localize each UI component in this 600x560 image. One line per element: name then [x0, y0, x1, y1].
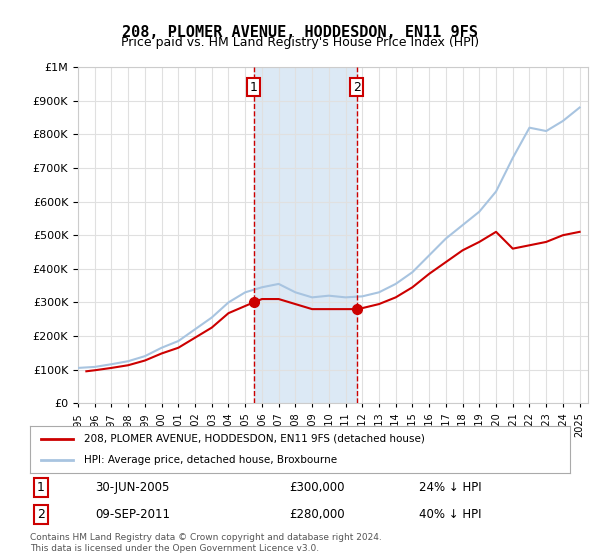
Text: £300,000: £300,000	[289, 481, 344, 494]
Text: 208, PLOMER AVENUE, HODDESDON, EN11 9FS (detached house): 208, PLOMER AVENUE, HODDESDON, EN11 9FS …	[84, 434, 425, 444]
Text: 30-JUN-2005: 30-JUN-2005	[95, 481, 169, 494]
Text: 2: 2	[353, 81, 361, 94]
Text: £280,000: £280,000	[289, 508, 345, 521]
Text: Price paid vs. HM Land Registry's House Price Index (HPI): Price paid vs. HM Land Registry's House …	[121, 36, 479, 49]
Bar	[254, 67, 357, 403]
Text: HPI: Average price, detached house, Broxbourne: HPI: Average price, detached house, Brox…	[84, 455, 337, 465]
Text: 24% ↓ HPI: 24% ↓ HPI	[419, 481, 481, 494]
Text: 09-SEP-2011: 09-SEP-2011	[95, 508, 170, 521]
Text: 1: 1	[250, 81, 257, 94]
Text: Contains HM Land Registry data © Crown copyright and database right 2024.
This d: Contains HM Land Registry data © Crown c…	[30, 533, 382, 553]
Text: 2: 2	[37, 508, 45, 521]
Text: 208, PLOMER AVENUE, HODDESDON, EN11 9FS: 208, PLOMER AVENUE, HODDESDON, EN11 9FS	[122, 25, 478, 40]
Text: 1: 1	[37, 481, 45, 494]
Text: 40% ↓ HPI: 40% ↓ HPI	[419, 508, 481, 521]
